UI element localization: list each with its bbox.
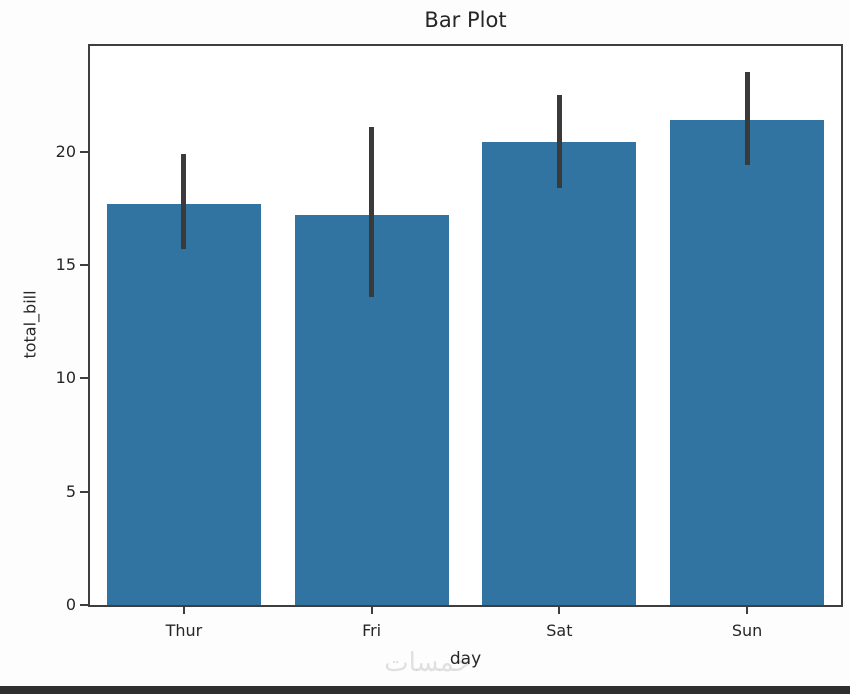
x-tick-label-sat: Sat	[546, 621, 573, 640]
plot-area	[88, 44, 843, 607]
error-bar-sat	[556, 94, 562, 188]
y-tick-label-20: 20	[55, 141, 76, 161]
y-tick-mark-15	[80, 263, 88, 266]
y-tick-mark-0	[80, 604, 88, 606]
y-tick-label-5: 5	[65, 481, 76, 501]
x-tick-mark-sat	[558, 607, 561, 614]
y-tick-mark-20	[80, 150, 88, 153]
y-axis-label: total_bill	[20, 290, 40, 359]
x-axis-label: day	[449, 649, 482, 669]
y-tick-label-10: 10	[55, 368, 76, 388]
bar-sun	[670, 119, 825, 605]
y-tick-label-15: 15	[55, 254, 76, 274]
x-tick-mark-sun	[746, 607, 749, 614]
x-tick-mark-thur	[182, 607, 185, 614]
error-bar-sun	[744, 72, 750, 166]
bottom-bar	[0, 686, 850, 694]
watermark-text: خمسات	[384, 648, 471, 678]
y-tick-mark-5	[80, 490, 88, 493]
bar-sat	[482, 142, 637, 605]
y-tick-mark-10	[80, 377, 88, 380]
bar-thur	[106, 203, 261, 605]
x-tick-label-thur: Thur	[165, 621, 203, 640]
error-bar-thur	[181, 153, 187, 249]
y-tick-label-0: 0	[65, 595, 76, 614]
error-bar-fri	[369, 126, 375, 297]
x-tick-label-sun: Sun	[731, 621, 763, 640]
x-tick-label-fri: Fri	[362, 621, 382, 640]
chart-title: Bar Plot	[424, 8, 507, 32]
x-tick-mark-fri	[370, 607, 373, 614]
